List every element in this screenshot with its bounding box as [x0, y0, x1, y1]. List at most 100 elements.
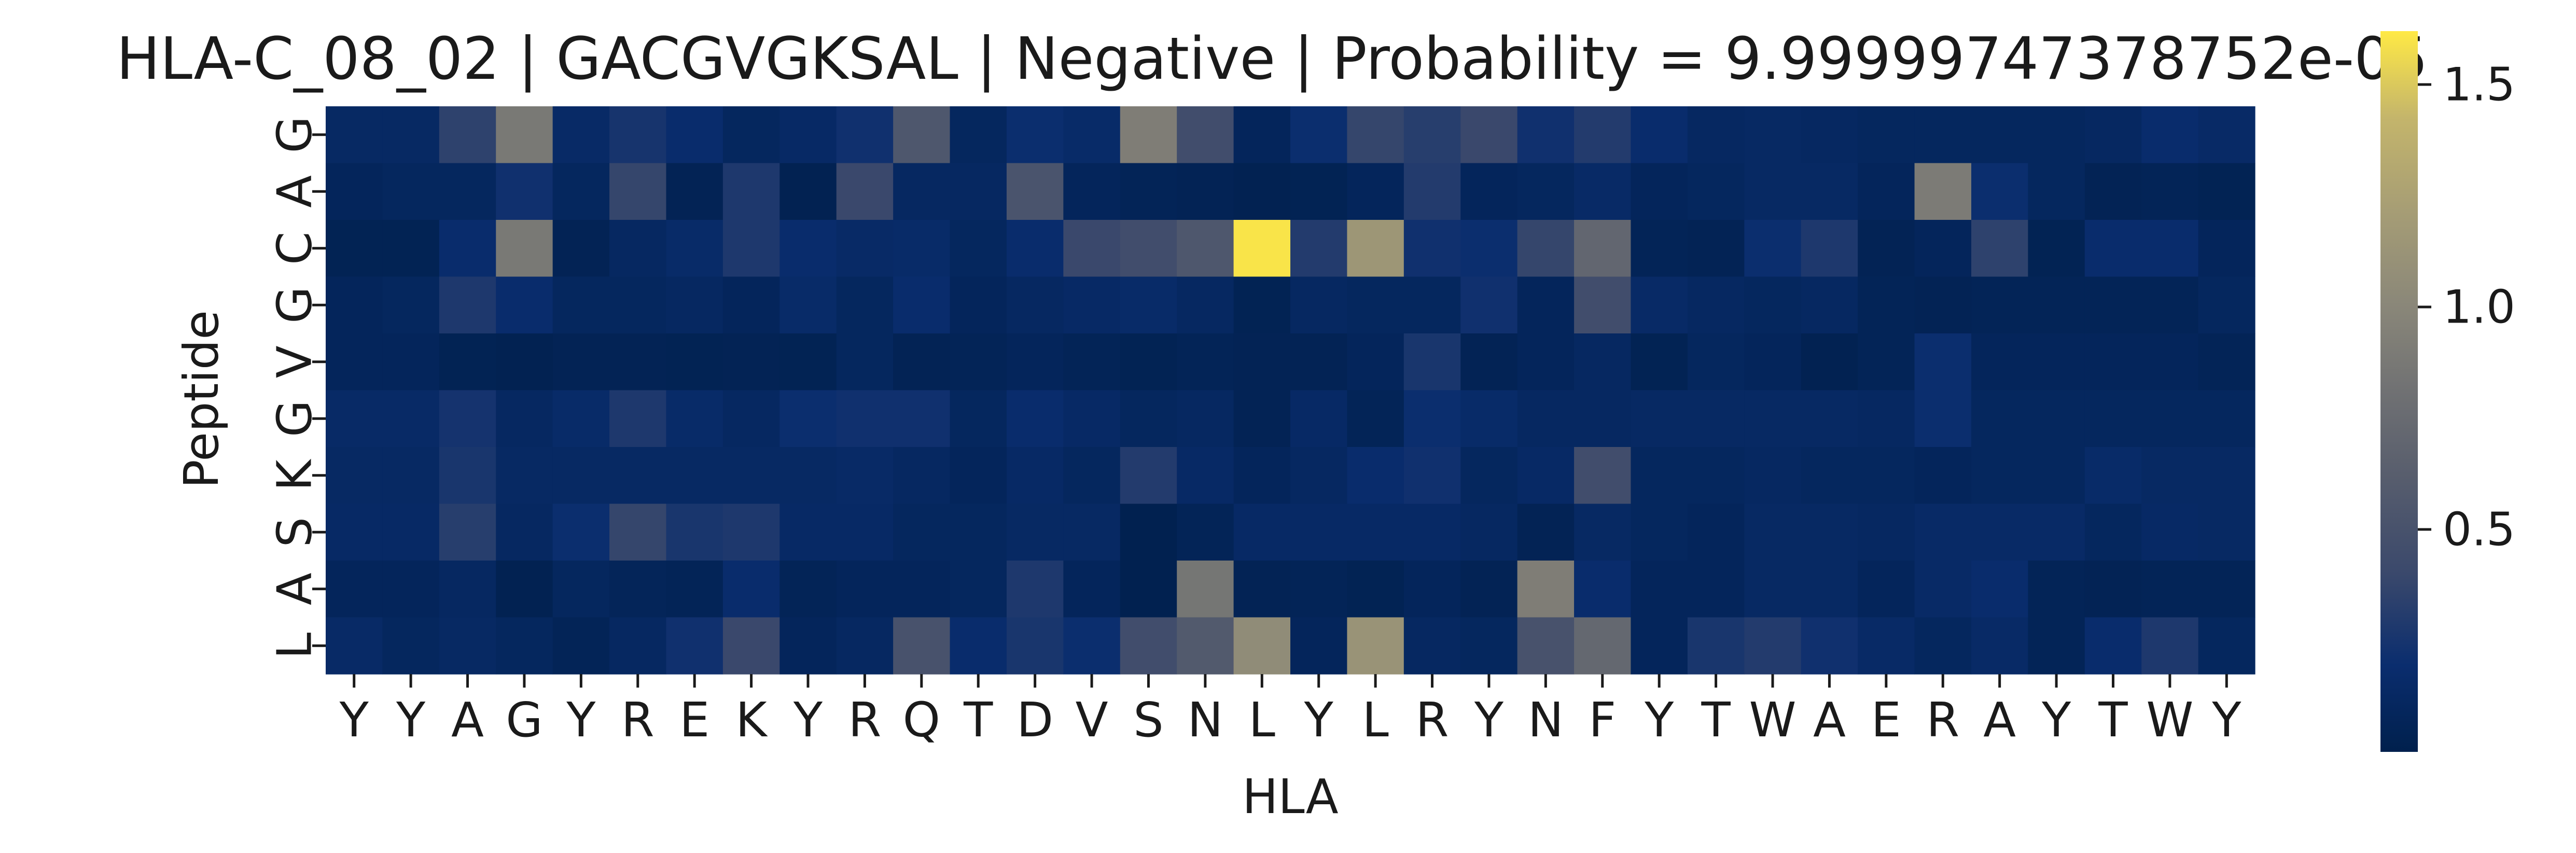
- heatmap-cell: [1801, 333, 1858, 391]
- heatmap-cell: [1347, 106, 1404, 164]
- heatmap-cell: [1687, 276, 1745, 334]
- heatmap-cell: [779, 504, 837, 561]
- heatmap-cell: [382, 561, 440, 618]
- heatmap-cell: [950, 617, 1007, 675]
- heatmap-cell: [779, 276, 837, 334]
- heatmap-cell: [1120, 220, 1177, 277]
- heatmap-cell: [1233, 106, 1291, 164]
- heatmap-cell: [1177, 390, 1234, 448]
- heatmap-cell: [439, 276, 496, 334]
- heatmap-cell: [2141, 220, 2199, 277]
- heatmap-cell: [2198, 504, 2255, 561]
- heatmap-cell: [1460, 504, 1518, 561]
- heatmap-cell: [1233, 617, 1291, 675]
- heatmap-cell: [2198, 447, 2255, 505]
- heatmap-cell: [779, 220, 837, 277]
- heatmap-cell: [1347, 390, 1404, 448]
- heatmap-cell: [1460, 447, 1518, 505]
- heatmap-cell: [552, 163, 610, 220]
- heatmap-cell: [1914, 276, 1972, 334]
- x-tick-label: K: [735, 692, 768, 748]
- heatmap-cell: [496, 561, 553, 618]
- heatmap-cell: [1290, 447, 1348, 505]
- heatmap-cell: [1858, 390, 1915, 448]
- x-tick-label: V: [1076, 692, 1108, 748]
- heatmap-cell: [1177, 163, 1234, 220]
- heatmap-cell: [1687, 163, 1745, 220]
- heatmap-cell: [496, 163, 553, 220]
- heatmap-cell: [1971, 333, 2028, 391]
- heatmap-cell: [1631, 276, 1688, 334]
- heatmap-cell: [1744, 333, 1802, 391]
- heatmap-cell: [1744, 617, 1802, 675]
- heatmap-cell: [1233, 220, 1291, 277]
- heatmap-cell: [2028, 390, 2085, 448]
- heatmap-cell: [1403, 163, 1461, 220]
- x-tick-label: R: [1416, 692, 1449, 748]
- heatmap-cell: [1801, 390, 1858, 448]
- heatmap-cell: [609, 333, 667, 391]
- x-axis-label: HLA: [1242, 769, 1339, 824]
- heatmap-cell: [439, 561, 496, 618]
- heatmap-cell: [2084, 220, 2142, 277]
- heatmap-cell: [609, 390, 667, 448]
- heatmap-cell: [1063, 276, 1121, 334]
- heatmap-cell: [439, 106, 496, 164]
- heatmap-cell: [666, 220, 723, 277]
- heatmap-cell: [1460, 276, 1518, 334]
- heatmap-cell: [1631, 163, 1688, 220]
- heatmap-cell: [950, 447, 1007, 505]
- heatmap-cell: [2028, 276, 2085, 334]
- heatmap-cell: [1006, 561, 1064, 618]
- heatmap-cell: [609, 617, 667, 675]
- heatmap-cell: [439, 163, 496, 220]
- heatmap-cell: [1517, 561, 1575, 618]
- heatmap-cell: [836, 447, 894, 505]
- x-tick-label: F: [1589, 692, 1616, 748]
- heatmap-cell: [439, 504, 496, 561]
- x-tick-label: Y: [566, 692, 596, 748]
- heatmap-cell: [2198, 390, 2255, 448]
- chart-title: HLA-C_08_02 | GACGVGKSAL | Negative | Pr…: [116, 25, 2428, 93]
- heatmap-cell: [496, 276, 553, 334]
- heatmap-cell: [779, 333, 837, 391]
- heatmap-cell: [1914, 220, 1972, 277]
- heatmap-cell: [722, 617, 780, 675]
- heatmap-cell: [666, 333, 723, 391]
- heatmap-cell: [722, 447, 780, 505]
- heatmap-cell: [1517, 333, 1575, 391]
- heatmap-cell: [2141, 504, 2199, 561]
- heatmap-cell: [552, 617, 610, 675]
- heatmap-cell: [1006, 390, 1064, 448]
- heatmap-cell: [1517, 617, 1575, 675]
- heatmap-cell: [1574, 390, 1632, 448]
- heatmap-cell: [1006, 333, 1064, 391]
- heatmap-cell: [1120, 504, 1177, 561]
- heatmap-cell: [1460, 617, 1518, 675]
- heatmap-cell: [2028, 504, 2085, 561]
- heatmap-cell: [2198, 220, 2255, 277]
- heatmap-cell: [1177, 504, 1234, 561]
- heatmap-cell: [1971, 561, 2028, 618]
- heatmap-cell: [2198, 333, 2255, 391]
- heatmap-cell: [722, 163, 780, 220]
- heatmap-cell: [1006, 504, 1064, 561]
- heatmap-cell: [1290, 561, 1348, 618]
- x-tick-label: G: [506, 692, 542, 748]
- heatmap-cell: [1744, 390, 1802, 448]
- x-tick-label: Y: [2041, 692, 2071, 748]
- heatmap-cell: [2028, 333, 2085, 391]
- heatmap-cell: [1971, 390, 2028, 448]
- heatmap-cell: [836, 163, 894, 220]
- heatmap-cell: [439, 617, 496, 675]
- heatmap-cells: [326, 106, 2255, 675]
- heatmap-cell: [1233, 561, 1291, 618]
- heatmap-cell: [382, 220, 440, 277]
- heatmap-cell: [382, 163, 440, 220]
- colorbar: [2380, 31, 2418, 752]
- heatmap-cell: [439, 220, 496, 277]
- heatmap-cell: [609, 447, 667, 505]
- heatmap-cell: [1233, 390, 1291, 448]
- heatmap-cell: [552, 390, 610, 448]
